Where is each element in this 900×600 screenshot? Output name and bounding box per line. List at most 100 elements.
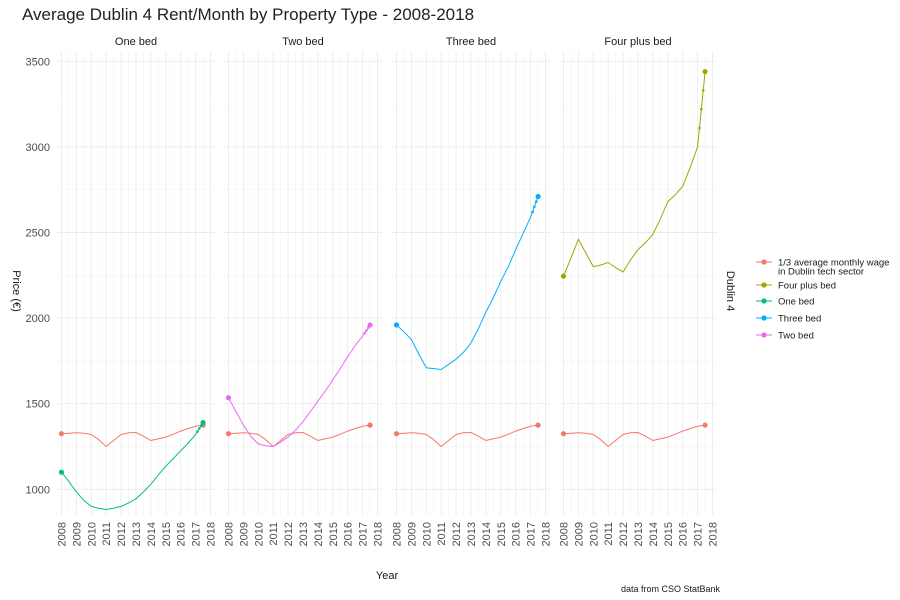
data-point [366, 326, 370, 330]
legend-key-point [761, 282, 767, 288]
data-point [196, 430, 199, 433]
x-tick-label: 2017 [358, 522, 370, 546]
x-tick-label: 2008 [391, 522, 403, 546]
x-tick-label: 2011 [101, 522, 113, 546]
y-axis-title: Price (€) [10, 270, 22, 312]
legend-key-point [761, 259, 767, 265]
x-tick-label: 2012 [618, 522, 630, 546]
y-tick-label: 3500 [26, 56, 50, 68]
x-tick-label: 2018 [373, 522, 385, 546]
data-point [531, 210, 534, 214]
x-tick-label: 2010 [253, 522, 265, 546]
x-axis-title: Year [376, 570, 399, 582]
x-tick-label: 2017 [526, 522, 538, 546]
data-point [58, 431, 65, 437]
x-tick-label: 2012 [283, 522, 295, 546]
x-tick-label: 2016 [343, 522, 355, 546]
series-line-two-bed [228, 324, 371, 448]
y-tick-label: 2500 [26, 227, 50, 239]
legend-label: 1/3 average monthly wage [778, 258, 889, 269]
x-tick-label: 2015 [663, 522, 675, 546]
chart-caption: data from CSO StatBank [621, 584, 721, 594]
x-tick-label: 2008 [558, 522, 570, 546]
data-point [363, 331, 366, 335]
data-point [560, 431, 567, 437]
data-point [199, 424, 203, 427]
legend-label: Three bed [778, 314, 821, 325]
x-tick-label: 2014 [146, 522, 158, 546]
data-point [700, 107, 703, 111]
series-line-one-bed [61, 422, 204, 511]
legend-key-point [761, 315, 767, 321]
y-tick-label: 1500 [26, 399, 50, 411]
data-point [560, 273, 567, 279]
series-line-1-3-average-monthly-wage-in-dublin-tech-sector [396, 424, 539, 448]
data-point [393, 431, 400, 437]
data-point [365, 329, 368, 332]
legend-item: Three bed [756, 314, 821, 325]
x-tick-label: 2009 [573, 522, 585, 546]
legend-label: in Dublin tech sector [778, 267, 864, 278]
x-tick-label: 2013 [298, 522, 310, 546]
x-tick-label: 2008 [56, 522, 68, 546]
chart-title: Average Dublin 4 Rent/Month by Property … [22, 5, 474, 24]
data-point [393, 322, 400, 328]
data-point [701, 89, 705, 92]
facet-strip-label: Three bed [446, 36, 496, 48]
data-point [533, 205, 536, 209]
legend-key-point [761, 298, 767, 304]
x-tick-label: 2009 [406, 522, 418, 546]
x-tick-label: 2011 [603, 522, 615, 546]
facet-strip-label: Four plus bed [604, 36, 671, 48]
series-line-1-3-average-monthly-wage-in-dublin-tech-sector [228, 424, 371, 448]
x-tick-label: 2010 [588, 522, 600, 546]
legend-item: Four plus bed [756, 281, 836, 292]
data-point [702, 68, 708, 75]
x-tick-label: 2013 [466, 522, 478, 546]
x-tick-label: 2016 [511, 522, 523, 546]
x-tick-label: 2008 [223, 522, 235, 546]
data-point [58, 469, 65, 475]
series-line-four-plus-bed [563, 71, 706, 277]
data-point [225, 431, 232, 437]
x-tick-label: 2009 [238, 522, 250, 546]
x-tick-label: 2017 [191, 522, 203, 546]
data-point [225, 395, 232, 401]
y-tick-label: 1000 [26, 484, 50, 496]
y-tick-label: 2000 [26, 313, 50, 325]
x-tick-label: 2015 [328, 522, 340, 546]
x-tick-label: 2013 [131, 522, 143, 546]
legend-key-point [761, 332, 767, 338]
data-point [698, 126, 701, 130]
facet-strip-label: One bed [115, 36, 157, 48]
x-tick-label: 2016 [176, 522, 188, 546]
x-tick-label: 2010 [421, 522, 433, 546]
x-tick-label: 2010 [86, 522, 98, 546]
data-point [535, 422, 541, 428]
x-tick-label: 2014 [481, 522, 493, 546]
x-tick-label: 2018 [708, 522, 720, 546]
x-tick-label: 2009 [71, 522, 83, 546]
x-tick-label: 2014 [313, 522, 325, 546]
x-tick-label: 2011 [436, 522, 448, 546]
data-point [367, 422, 373, 428]
data-point [535, 193, 541, 200]
x-tick-label: 2017 [693, 522, 705, 546]
series-line-three-bed [396, 196, 539, 371]
legend-label: One bed [778, 297, 814, 308]
x-tick-label: 2018 [541, 522, 553, 546]
legend-item: Two bed [756, 331, 814, 342]
data-point [702, 422, 708, 428]
legend-item: One bed [756, 297, 814, 308]
facet-row-label: Dublin 4 [724, 271, 736, 311]
series-line-1-3-average-monthly-wage-in-dublin-tech-sector [563, 424, 706, 448]
x-tick-label: 2015 [161, 522, 173, 546]
